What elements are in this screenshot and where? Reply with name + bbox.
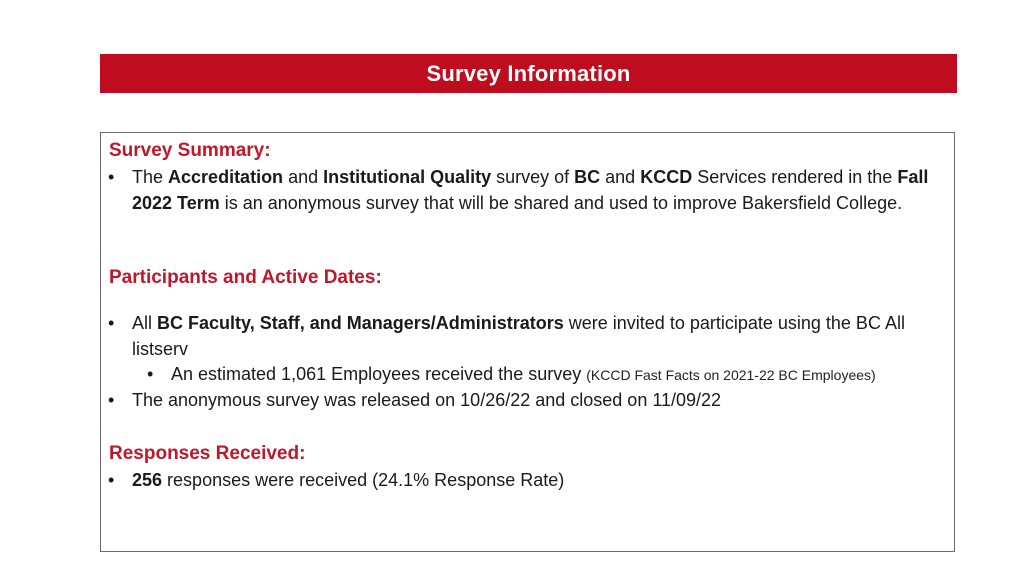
responses-text: responses were received (24.1% Response … <box>162 470 565 490</box>
summary-text-4: and <box>600 167 641 187</box>
summary-text-6: is an anonymous survey that will be shar… <box>219 192 903 213</box>
bullet-dot: • <box>108 313 115 333</box>
survey-summary-heading: Survey Summary: <box>109 140 271 161</box>
summary-bold-term: Fall 2022 Term <box>132 167 929 213</box>
responses-count: 256 <box>132 470 163 490</box>
responses-bullet: • 256 responses were received (24.1% Res… <box>108 468 952 494</box>
title-bar: Survey Information <box>100 54 957 93</box>
participants-bullet-2: • The anonymous survey was released on 1… <box>108 388 952 414</box>
fast-facts-note: (KCCD Fast Facts on 2021-22 BC Employees… <box>586 367 876 383</box>
participants-sub-text: An estimated 1,061 Employees received th… <box>171 364 587 384</box>
participants-text-2: were invited to participate using the BC… <box>132 313 905 359</box>
summary-bold-institutional-quality: Institutional Quality <box>323 167 492 187</box>
bullet-dot: • <box>108 390 115 410</box>
responses-heading: Responses Received: <box>109 443 306 464</box>
participants-bullet-1: • All BC Faculty, Staff, and Managers/Ad… <box>108 311 952 362</box>
participants-heading: Participants and Active Dates: <box>109 267 382 288</box>
summary-text-3: survey of <box>491 167 575 187</box>
participants-text-1: All <box>132 313 158 333</box>
summary-text-5: Services rendered in the <box>692 167 898 187</box>
bullet-dot: • <box>108 167 115 187</box>
bullet-dot: • <box>108 470 115 490</box>
summary-bold-bc: BC <box>574 167 601 187</box>
participants-dates-text: The anonymous survey was released on 10/… <box>132 390 722 410</box>
content-box: Survey Summary: • The Accreditation and … <box>100 132 955 552</box>
summary-bold-kccd: KCCD <box>640 167 693 187</box>
summary-text-1: The <box>132 167 169 187</box>
participants-bold-groups: BC Faculty, Staff, and Managers/Administ… <box>157 313 564 333</box>
participants-sub-bullet: • An estimated 1,061 Employees received … <box>147 362 951 389</box>
summary-bold-accreditation: Accreditation <box>168 167 284 187</box>
summary-bullet: • The Accreditation and Institutional Qu… <box>108 165 932 216</box>
page-title: Survey Information <box>426 60 631 86</box>
summary-text-2: and <box>283 167 324 187</box>
bullet-dot: • <box>147 364 154 384</box>
